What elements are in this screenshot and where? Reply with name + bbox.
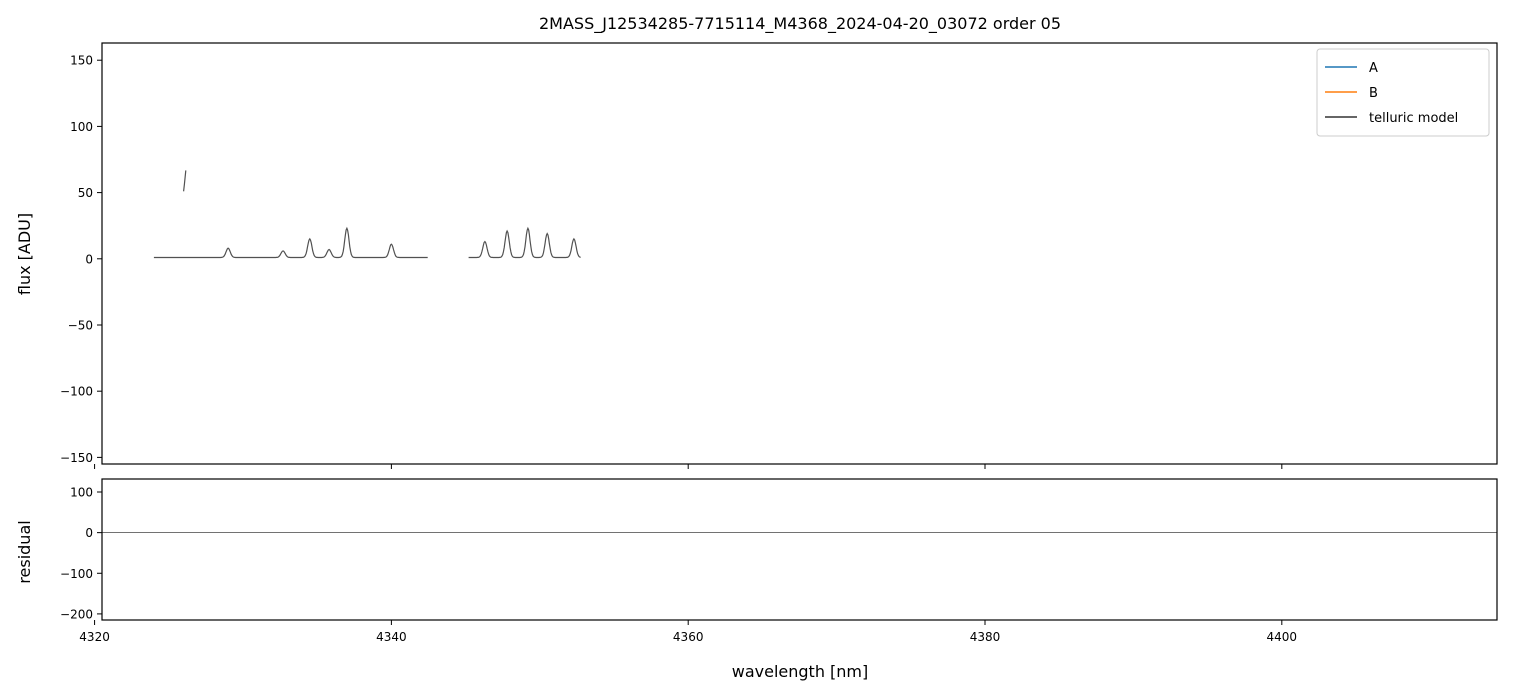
flux-panel: −150 −100 −50 0 50 100 150 flux [ADU] [15,20,1513,471]
flux-y-tick-label: 100 [70,120,93,134]
x-tick-label: 4320 [79,630,110,644]
legend-label: A [1369,61,1378,76]
telluric-model-upper-line [184,170,1431,191]
chart-title: 2MASS_J12534285-7715114_M4368_2024-04-20… [539,14,1061,34]
residual-x-ticks: 4320 4340 4360 4380 4400 [79,620,1297,644]
flux-y-tick-label: −150 [60,451,93,465]
residual-y-ticks: −200 −100 0 100 [60,486,102,621]
flux-y-tick-label: 150 [70,54,93,68]
residual-y-tick-label: −200 [60,607,93,621]
flux-y-tick-label: 0 [85,252,93,266]
x-tick-label: 4340 [376,630,407,644]
flux-y-tick-label: −50 [68,318,93,332]
flux-panel-frame [101,42,1498,465]
x-tick-label: 4380 [970,630,1001,644]
x-tick-label: 4360 [673,630,704,644]
residual-panel-frame [101,478,1498,621]
flux-y-axis-label: flux [ADU] [15,213,34,295]
residual-panel: −200 −100 0 100 4320 4340 4360 4380 4400 residu… [15,478,1498,681]
flux-y-ticks: −150 −100 −50 0 50 100 150 [60,54,102,465]
flux-x-ticks [94,464,1283,469]
residual-y-tick-label: 0 [85,526,93,540]
legend-label: telluric model [1369,111,1458,126]
legend-box [1316,48,1490,137]
flux-y-tick-label: 50 [78,186,93,200]
residual-y-tick-label: −100 [60,567,93,581]
x-axis-label: wavelength [nm] [732,662,869,681]
flux-plot-area [154,20,1513,471]
residual-y-tick-label: 100 [70,486,93,500]
flux-y-tick-label: −100 [60,385,93,399]
residual-y-axis-label: residual [15,520,34,583]
x-tick-label: 4400 [1267,630,1298,644]
legend-label: B [1369,86,1378,101]
residual-plot-area [102,532,1497,533]
telluric-model-lower-line [154,201,1430,258]
